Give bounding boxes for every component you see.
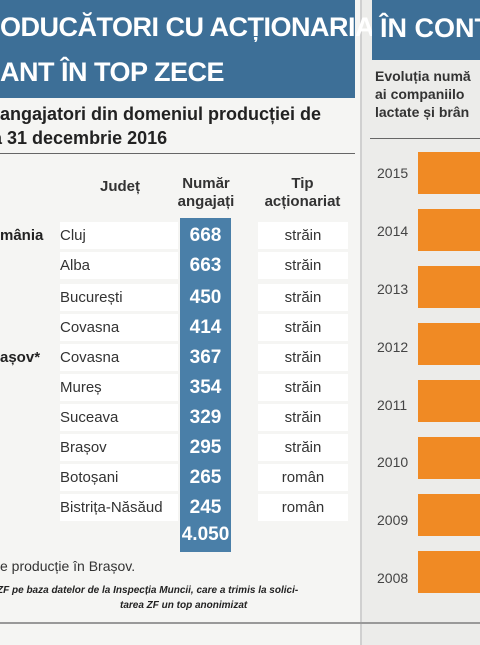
- number-column-bg: [180, 218, 231, 552]
- year-bar: [418, 551, 480, 593]
- table-row: Alba 663 străin: [0, 252, 355, 285]
- number-cell: 668: [189, 225, 222, 246]
- type-cell: străin: [258, 434, 348, 461]
- county-cell: București: [60, 284, 178, 311]
- table-row: mânia Cluj 668 străin: [0, 222, 355, 255]
- subtitle-divider: [0, 153, 355, 154]
- year-bar: [418, 209, 480, 251]
- right-title: ÎN CONT: [380, 13, 480, 43]
- table-row: Brașov 295 străin: [0, 434, 355, 467]
- county-cell: Botoșani: [60, 464, 178, 491]
- county-cell: Cluj: [60, 222, 178, 249]
- year-label: 2015: [377, 165, 409, 181]
- type-cell: străin: [258, 252, 348, 279]
- year-label: 2008: [377, 570, 409, 586]
- left-subtitle-line-1: angajatori din domeniul producției de: [0, 104, 322, 124]
- table-row: Covasna 414 străin: [0, 314, 355, 347]
- panel-divider: [360, 0, 362, 645]
- right-title-banner: [372, 0, 480, 60]
- year-bar: [418, 494, 480, 536]
- source-line-2: tarea ZF un top anonimizat: [120, 600, 248, 611]
- header-type-line-2: acționariat: [264, 193, 341, 210]
- right-subtitle-line-1: Evoluția numă: [375, 68, 471, 84]
- header-type-line-1: Tip: [291, 175, 314, 192]
- header-number-line-2: angajați: [177, 193, 235, 210]
- county-cell: Covasna: [60, 314, 178, 341]
- right-subtitle-divider: [370, 138, 480, 139]
- header-county: Județ: [99, 178, 140, 195]
- header-type: Tip acționariat: [250, 175, 355, 211]
- table-row: așov* Covasna 367 străin: [0, 344, 355, 377]
- number-cell: 663: [189, 255, 222, 276]
- county-cell: Alba: [60, 252, 178, 279]
- type-cell: străin: [258, 314, 348, 341]
- year-bar: [418, 323, 480, 365]
- number-cell: 367: [189, 347, 222, 368]
- year-bar: [418, 152, 480, 194]
- county-cell: Bistrița-Năsăud: [60, 494, 178, 521]
- type-cell: român: [258, 494, 348, 521]
- number-cell: 414: [189, 317, 222, 338]
- table-row: Mureș 354 străin: [0, 374, 355, 407]
- year-bar: [418, 437, 480, 479]
- table-row: Suceava 329 străin: [0, 404, 355, 437]
- right-subtitle-line-2: ai companiilo: [375, 86, 465, 102]
- county-cell: Suceava: [60, 404, 178, 431]
- type-cell: străin: [258, 344, 348, 371]
- table-row: Botoșani 265 român: [0, 464, 355, 497]
- footnote: e producție în Brașov.: [0, 558, 136, 574]
- table-row: Bistrița-Năsăud 245 român: [0, 494, 355, 527]
- number-cell: 329: [189, 407, 222, 428]
- year-label: 2010: [377, 454, 409, 470]
- number-cell: 295: [189, 437, 222, 458]
- bottom-rule: [0, 622, 480, 624]
- header-number-line-1: Număr: [182, 175, 230, 192]
- number-cell: 265: [189, 467, 222, 488]
- county-cell: Covasna: [60, 344, 178, 371]
- county-cell: Mureș: [60, 374, 178, 401]
- number-cell: 354: [189, 377, 222, 398]
- type-cell: străin: [258, 284, 348, 311]
- year-label: 2009: [377, 512, 409, 528]
- left-subtitle-line-2: a 31 decembrie 2016: [0, 128, 168, 148]
- left-title-line-1: ODUCĂTORI CU ACȚIONARIAT: [0, 12, 388, 42]
- left-title-banner: [0, 0, 355, 98]
- year-label: 2011: [377, 397, 408, 413]
- year-label: 2012: [377, 339, 409, 355]
- type-cell: străin: [258, 404, 348, 431]
- source-line-1: ZF pe baza datelor de la Inspecția Munci…: [0, 585, 299, 596]
- table-row: București 450 străin: [0, 284, 355, 317]
- header-number: Număr angajați: [170, 175, 242, 211]
- year-bar: [418, 266, 480, 308]
- left-title-line-2: ANT ÎN TOP ZECE: [0, 57, 225, 87]
- number-cell: 450: [189, 287, 222, 308]
- total-number: 4.050: [181, 524, 230, 545]
- company-name: mânia: [0, 227, 44, 244]
- right-panel: [362, 0, 480, 645]
- year-label: 2014: [377, 223, 409, 239]
- number-cell: 245: [189, 497, 222, 518]
- type-cell: străin: [258, 222, 348, 249]
- year-label: 2013: [377, 281, 409, 297]
- right-subtitle-line-3: lactate și brân: [375, 104, 470, 120]
- type-cell: străin: [258, 374, 348, 401]
- company-name: așov*: [0, 349, 41, 366]
- year-bar: [418, 380, 480, 422]
- county-cell: Brașov: [60, 434, 178, 461]
- type-cell: român: [258, 464, 348, 491]
